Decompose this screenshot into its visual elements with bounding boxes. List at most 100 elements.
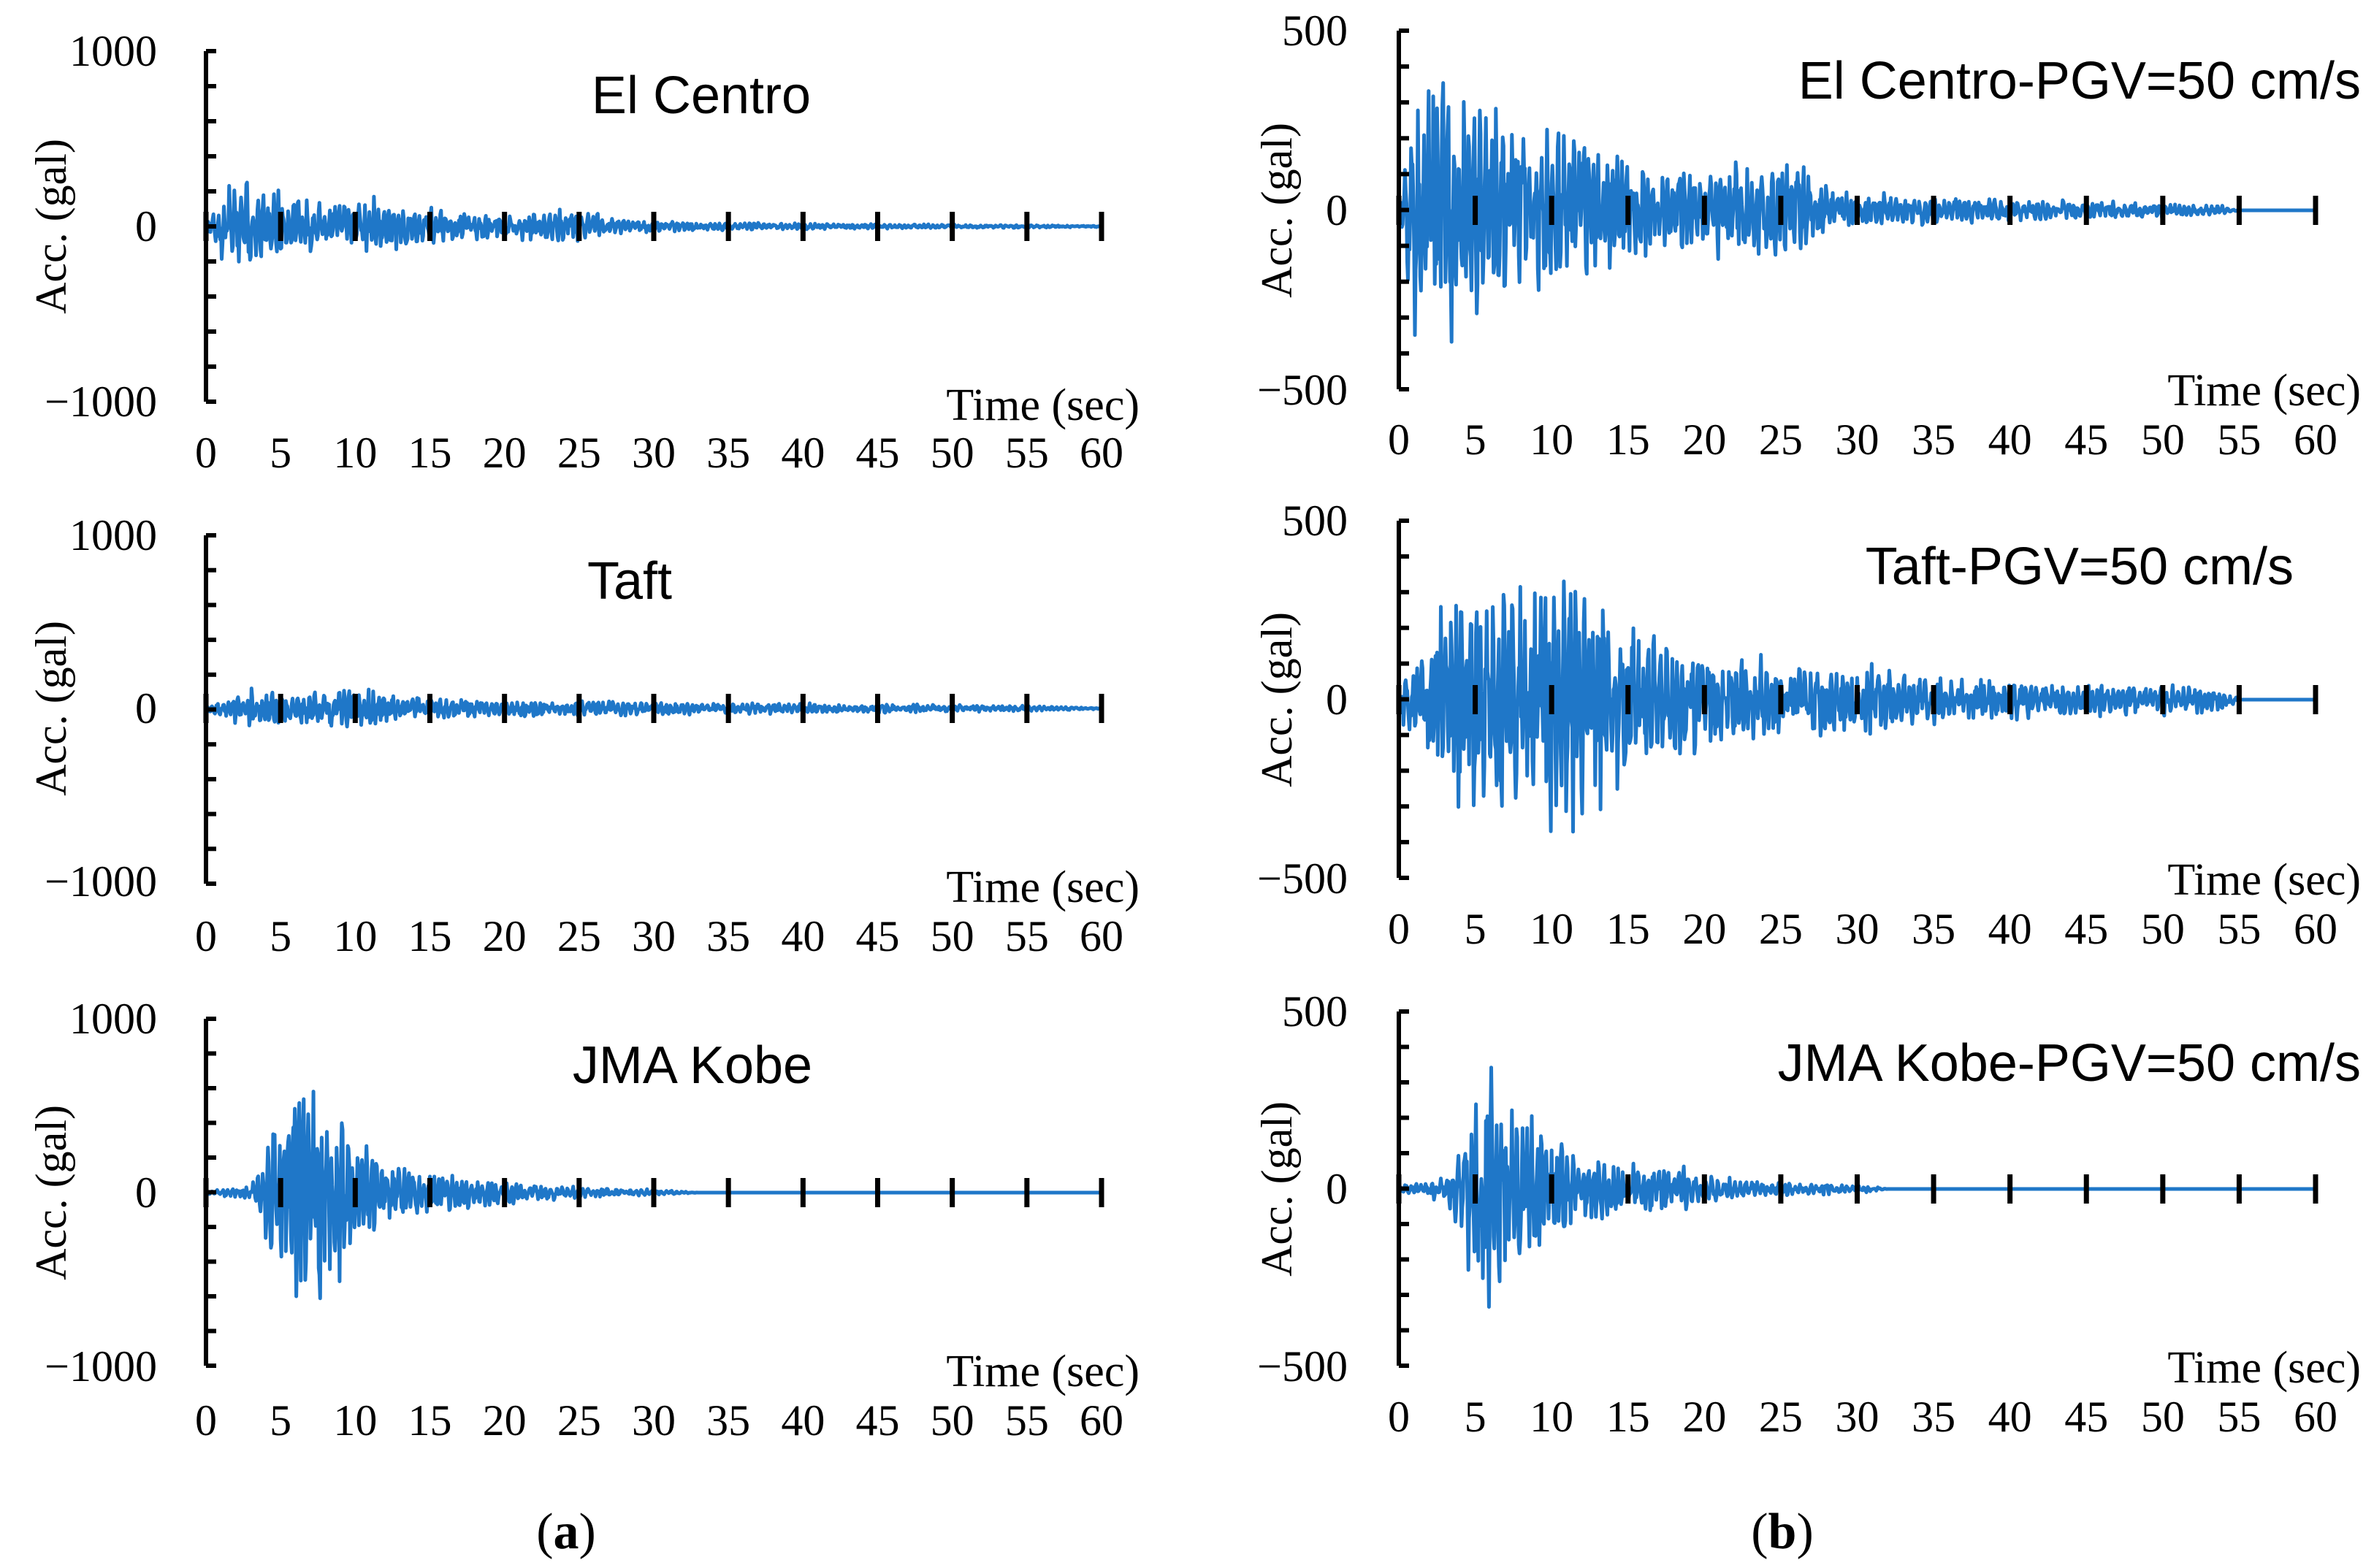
y-tick-label: −1000 xyxy=(45,857,157,906)
x-tick-label: 40 xyxy=(781,1396,825,1445)
chart-title: JMA Kobe xyxy=(573,1036,812,1095)
x-tick-label: 50 xyxy=(2141,416,2185,464)
x-tick-label: 15 xyxy=(408,1396,452,1445)
x-tick-label: 30 xyxy=(1836,905,1879,953)
y-axis-label: Acc. (gal) xyxy=(1253,1101,1301,1277)
chart-b-elcentro: 0 5 10 15 20 25 30 35 40 45 50 55 60 500 0 −500 Acc. (ga… xyxy=(1253,7,2361,464)
y-tick-label: 0 xyxy=(135,202,157,251)
x-tick-label: 40 xyxy=(1988,416,2032,464)
x-tick-label: 5 xyxy=(270,429,291,477)
x-tick-label: 45 xyxy=(856,912,900,960)
x-tick-label: 10 xyxy=(1530,1393,1573,1441)
x-tick-label: 55 xyxy=(1005,912,1049,960)
x-tick-label: 15 xyxy=(1606,905,1650,953)
y-axis-label: Acc. (gal) xyxy=(27,139,75,314)
x-tick-label: 25 xyxy=(1759,1393,1803,1441)
x-tick-label: 15 xyxy=(408,912,452,960)
x-tick-label: 20 xyxy=(1682,416,1726,464)
x-tick-label: 10 xyxy=(333,1396,377,1445)
y-tick-label: 0 xyxy=(135,1169,157,1217)
y-tick-label: −500 xyxy=(1257,1342,1348,1391)
x-tick-label: 40 xyxy=(781,912,825,960)
x-tick-label: 50 xyxy=(2141,905,2185,953)
chart-title: Taft-PGV=50 cm/s xyxy=(1866,538,2294,596)
x-tick-label: 55 xyxy=(1005,1396,1049,1445)
x-tick-label: 45 xyxy=(2064,905,2108,953)
chart-a-kobe: 0 5 10 15 20 25 30 35 40 45 50 55 60 1000 0 −1000 Acc. (… xyxy=(27,995,1140,1445)
x-tick-label: 55 xyxy=(1005,429,1049,477)
y-tick-label: 500 xyxy=(1282,987,1348,1036)
chart-a-elcentro: 0 5 10 15 20 25 30 35 40 45 50 55 60 1000 0 −1000 Acc. (… xyxy=(27,27,1140,477)
panel-label-b: (b) xyxy=(1751,1504,1814,1560)
x-tick-label: 30 xyxy=(632,429,676,477)
x-tick-label: 55 xyxy=(2217,905,2261,953)
y-tick-label: 0 xyxy=(135,684,157,733)
y-tick-label: 0 xyxy=(1326,676,1348,724)
x-tick-label: 5 xyxy=(270,1396,291,1445)
x-tick-label: 25 xyxy=(1759,416,1803,464)
x-tick-label: 0 xyxy=(195,429,217,477)
x-tick-label: 10 xyxy=(333,429,377,477)
y-tick-label: −1000 xyxy=(45,1342,157,1391)
x-tick-label: 25 xyxy=(557,912,601,960)
x-tick-label: 20 xyxy=(1682,1393,1726,1441)
x-tick-label: 60 xyxy=(1080,912,1123,960)
x-tick-label: 10 xyxy=(1530,905,1573,953)
x-tick-label: 35 xyxy=(706,429,750,477)
x-tick-label: 60 xyxy=(1080,1396,1123,1445)
y-tick-label: 0 xyxy=(1326,1165,1348,1213)
x-tick-label: 15 xyxy=(1606,1393,1650,1441)
chart-title: JMA Kobe-PGV=50 cm/s xyxy=(1778,1034,2361,1093)
y-axis-label: Acc. (gal) xyxy=(1253,123,1301,298)
x-tick-label: 45 xyxy=(2064,416,2108,464)
x-tick-label: 50 xyxy=(931,429,974,477)
x-tick-label: 25 xyxy=(557,1396,601,1445)
x-tick-label: 30 xyxy=(632,912,676,960)
x-tick-label: 60 xyxy=(1080,429,1123,477)
x-tick-label: 45 xyxy=(856,429,900,477)
x-tick-label: 15 xyxy=(1606,416,1650,464)
x-tick-label: 60 xyxy=(2294,1393,2337,1441)
y-tick-label: 1000 xyxy=(69,511,157,559)
x-tick-label: 30 xyxy=(1836,416,1879,464)
x-tick-label: 30 xyxy=(1836,1393,1879,1441)
y-tick-label: 500 xyxy=(1282,7,1348,55)
x-tick-label: 40 xyxy=(781,429,825,477)
y-axis-label: Acc. (gal) xyxy=(27,1105,75,1280)
x-tick-label: 45 xyxy=(856,1396,900,1445)
chart-title: Taft xyxy=(587,552,672,611)
x-axis-label: Time (sec) xyxy=(946,380,1140,430)
chart-a-taft: 0 5 10 15 20 25 30 35 40 45 50 55 60 1000 0 −1000 Acc. (… xyxy=(27,511,1140,960)
x-tick-label: 5 xyxy=(1465,1393,1486,1441)
x-axis-label: Time (sec) xyxy=(946,1347,1140,1396)
y-tick-label: 1000 xyxy=(69,995,157,1043)
y-tick-label: −1000 xyxy=(45,378,157,426)
x-tick-label: 40 xyxy=(1988,1393,2032,1441)
x-tick-label: 0 xyxy=(195,1396,217,1445)
y-tick-label: 0 xyxy=(1326,186,1348,234)
x-tick-label: 50 xyxy=(931,912,974,960)
chart-title: El Centro xyxy=(592,66,811,125)
x-tick-label: 10 xyxy=(1530,416,1573,464)
x-tick-label: 25 xyxy=(1759,905,1803,953)
x-tick-label: 0 xyxy=(1388,1393,1410,1441)
x-tick-label: 20 xyxy=(483,1396,527,1445)
x-tick-label: 5 xyxy=(1465,905,1486,953)
chart-b-taft: 0 5 10 15 20 25 30 35 40 45 50 55 60 500 0 −500 Acc. (ga… xyxy=(1253,497,2361,953)
x-tick-label: 10 xyxy=(333,912,377,960)
x-tick-label: 40 xyxy=(1988,905,2032,953)
panel-label-a: (a) xyxy=(536,1504,596,1560)
x-tick-label: 35 xyxy=(1912,416,1955,464)
y-tick-label: −500 xyxy=(1257,854,1348,903)
x-tick-label: 35 xyxy=(1912,1393,1955,1441)
x-tick-label: 5 xyxy=(270,912,291,960)
x-axis-label: Time (sec) xyxy=(946,863,1140,912)
x-tick-label: 60 xyxy=(2294,905,2337,953)
y-axis-label: Acc. (gal) xyxy=(27,621,75,796)
x-tick-label: 45 xyxy=(2064,1393,2108,1441)
x-tick-label: 20 xyxy=(483,429,527,477)
x-axis-label: Time (sec) xyxy=(2167,366,2361,416)
x-tick-label: 50 xyxy=(931,1396,974,1445)
y-tick-label: 500 xyxy=(1282,497,1348,545)
